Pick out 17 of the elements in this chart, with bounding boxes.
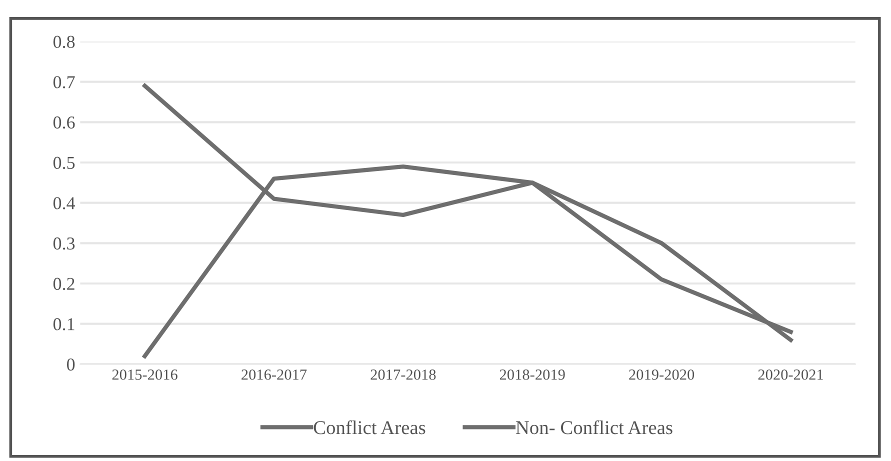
y-tick-label: 0.3 xyxy=(53,237,75,250)
y-tick-label: 0.5 xyxy=(53,156,75,170)
y-tick-label: 0.4 xyxy=(53,197,76,210)
x-tick-label: 2019-2020 xyxy=(629,369,694,380)
y-tick-label: 0.8 xyxy=(53,36,75,48)
y-tick-label: 0.7 xyxy=(53,76,75,88)
y-tick-label: 0 xyxy=(66,358,75,371)
x-tick-label: 2015-2016 xyxy=(112,369,178,380)
legend-label: Conflict Areas xyxy=(314,420,426,434)
x-tick-label: 2020-2021 xyxy=(758,369,823,380)
y-tick-label: 0.2 xyxy=(53,278,74,290)
legend-label: Non- Conflict Areas xyxy=(516,420,672,434)
y-tick-label: 0.6 xyxy=(53,116,75,129)
x-tick-label: 2017-2018 xyxy=(370,369,436,380)
x-tick-label: 2018-2019 xyxy=(500,369,565,380)
y-tick-label: 0.1 xyxy=(53,318,74,330)
x-tick-label: 2016-2017 xyxy=(242,369,307,380)
